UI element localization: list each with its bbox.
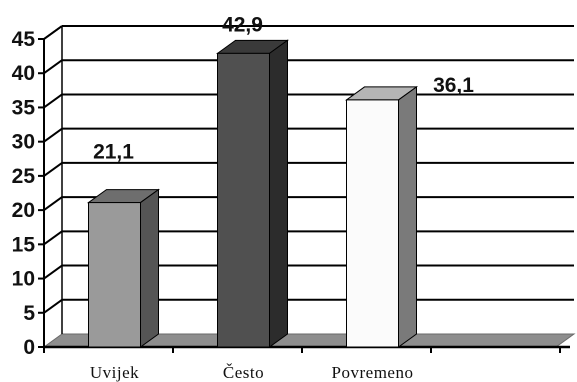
gridline-depth <box>43 264 63 280</box>
data-label: 21,1 <box>93 141 134 164</box>
gridline-depth <box>43 230 63 246</box>
y-tick-label: 40 <box>12 62 35 85</box>
data-label: 42,9 <box>222 13 263 36</box>
gridline-depth <box>43 59 63 75</box>
bar <box>217 52 270 348</box>
gridline-depth <box>43 127 63 143</box>
bar <box>346 99 399 348</box>
y-tick-labels: 0 5 10 15 20 25 30 35 40 45 <box>12 28 36 359</box>
y-tick-label: 30 <box>12 131 35 154</box>
y-tick-label: 0 <box>23 336 35 359</box>
bar <box>88 202 141 348</box>
y-tick-label: 5 <box>23 302 35 325</box>
gridline-depth <box>43 162 63 177</box>
bar-side <box>398 85 417 348</box>
y-tick-label: 35 <box>12 96 36 119</box>
y-tick-label: 25 <box>12 165 36 188</box>
data-label: 36,1 <box>433 74 474 97</box>
x-category-label: Uvijek <box>90 363 139 382</box>
y-tick-label: 20 <box>12 199 35 222</box>
x-category-label: Često <box>223 363 264 382</box>
gridline-depth <box>43 196 63 211</box>
gridline-depth <box>43 298 63 314</box>
bar-side <box>140 188 159 348</box>
x-category-label: Povremeno <box>332 363 414 382</box>
y-tick-label: 45 <box>12 28 36 51</box>
category-labels: Uvijek Često Povremeno <box>90 363 414 382</box>
data-labels: 21,1 42,9 36,1 <box>93 13 474 163</box>
y-axis-top-depth <box>43 25 63 40</box>
y-tick-label: 15 <box>12 233 36 256</box>
bars <box>86 39 419 348</box>
y-tick-label: 10 <box>12 268 35 291</box>
gridline-depth <box>43 93 63 109</box>
bar-side <box>269 39 288 348</box>
